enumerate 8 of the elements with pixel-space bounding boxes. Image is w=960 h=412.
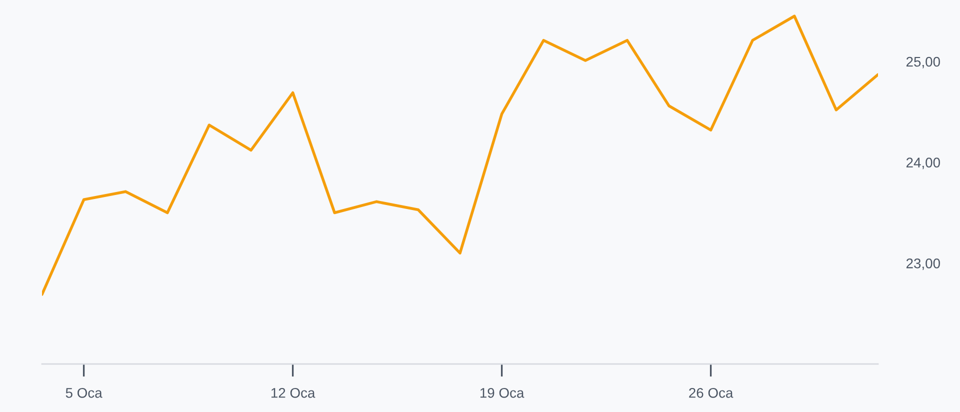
- y-tick-label: 25,00: [906, 56, 940, 68]
- x-tick-label: 26 Oca: [689, 388, 734, 398]
- x-tick-label: 5 Oca: [66, 388, 102, 398]
- line-series: [42, 14, 878, 296]
- y-tick-label: 23,00: [906, 258, 940, 270]
- x-tick-label: 19 Oca: [480, 388, 524, 398]
- y-tick-label: 24,00: [906, 158, 940, 170]
- x-tick-label: 12 Oca: [271, 388, 316, 398]
